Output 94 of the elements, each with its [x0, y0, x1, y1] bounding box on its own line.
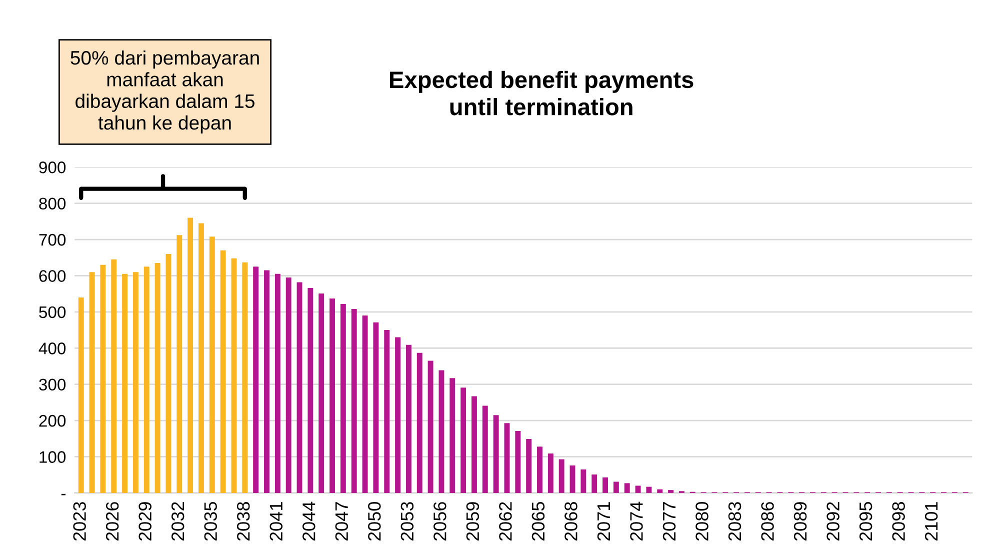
y-tick-label: 100: [40, 451, 66, 463]
x-tick-label: 2059: [466, 502, 480, 541]
x-tick-label: 2035: [204, 502, 217, 541]
bar: [274, 274, 280, 493]
bar: [548, 453, 554, 493]
bar: [592, 474, 598, 493]
bar: [231, 258, 237, 493]
bar: [198, 223, 204, 493]
y-tick-label: 900: [39, 162, 66, 174]
bar: [111, 259, 117, 493]
bar: [580, 469, 586, 493]
bar: [602, 477, 608, 493]
x-tick-label: 2047: [335, 502, 348, 541]
x-tick-label: 2044: [302, 502, 316, 541]
bar: [122, 274, 128, 493]
bar: [264, 270, 270, 493]
bar: [624, 483, 630, 493]
x-tick-label: 2071: [597, 502, 610, 541]
y-tick-label: 800: [39, 198, 66, 210]
bar: [526, 439, 532, 493]
bar: [482, 406, 488, 493]
x-tick-label: 2095: [859, 502, 872, 541]
x-tick-label: 2038: [236, 502, 250, 541]
bar: [78, 297, 84, 493]
bar: [242, 262, 248, 493]
text: 50% dari pembayaran manfaat akan dibayarkan dalam 15 tahun ke depan: [70, 50, 259, 134]
bar: [635, 486, 641, 493]
bar: [515, 431, 521, 493]
bar: [493, 415, 499, 493]
bar: [416, 352, 422, 493]
x-tick-label: 2053: [400, 502, 414, 541]
bar: [504, 423, 510, 493]
bar: [100, 264, 106, 493]
bar: [570, 465, 576, 493]
x-tick-label: 2029: [138, 502, 152, 541]
bar: [362, 316, 368, 493]
bar: [428, 360, 434, 493]
x-tick-label: 2056: [434, 502, 446, 541]
y-tick-label: -: [61, 494, 66, 496]
bar: [318, 293, 324, 493]
x-tick-label: 2089: [794, 502, 807, 541]
x-tick-label: 2092: [826, 502, 840, 541]
bar: [646, 486, 652, 493]
bar: [340, 304, 346, 493]
bar: [351, 309, 357, 493]
y-tick-label: 700: [39, 234, 66, 246]
x-tick-label: 2023: [73, 502, 86, 541]
bar: [166, 254, 172, 493]
bar: [176, 235, 182, 493]
bar: [384, 330, 390, 493]
x-tick-label: 2080: [696, 502, 708, 541]
bar: [296, 282, 302, 493]
bar: [613, 482, 619, 493]
bar: [537, 446, 542, 493]
x-tick-label: 2101: [924, 502, 938, 541]
x-tick-label: 2074: [630, 502, 643, 541]
chart-title: Expected benefit payments until termination: [390, 70, 694, 116]
bar: [373, 322, 379, 493]
y-tick-label: 300: [39, 378, 66, 391]
bar: [89, 272, 95, 493]
bar: [308, 288, 314, 493]
bar: [154, 263, 160, 493]
bar: [144, 266, 150, 493]
bar: [132, 272, 138, 493]
bar: [406, 344, 412, 493]
bar: [668, 490, 674, 493]
x-tick-label: 2086: [761, 502, 774, 541]
bar: [286, 278, 292, 493]
y-tick-label: 400: [38, 342, 66, 354]
bar: [438, 370, 444, 493]
bar: [188, 218, 194, 493]
y-tick-label: 500: [39, 306, 66, 318]
bar: [395, 337, 401, 493]
bar: [558, 459, 564, 493]
y-tick-label: 200: [39, 414, 66, 427]
bar: [330, 298, 335, 493]
x-tick-label: 2098: [892, 502, 905, 541]
bar: [209, 236, 215, 493]
bar: [450, 378, 456, 493]
x-tick-label: 2077: [662, 502, 676, 541]
x-tick-label: 2068: [564, 502, 578, 541]
y-tick-label: 600: [39, 270, 66, 282]
x-tick-label: 2032: [171, 502, 184, 541]
x-tick-label: 2065: [532, 502, 545, 541]
x-tick-label: 2041: [270, 502, 283, 541]
x-tick-label: 2026: [106, 502, 119, 541]
bar: [460, 388, 466, 493]
bar: [471, 396, 477, 493]
bar: [220, 250, 226, 493]
x-tick-label: 2050: [368, 502, 381, 541]
bar: [657, 489, 663, 493]
bar: [253, 266, 259, 493]
x-tick-label: 2062: [499, 502, 512, 541]
x-tick-label: 2083: [728, 502, 742, 541]
